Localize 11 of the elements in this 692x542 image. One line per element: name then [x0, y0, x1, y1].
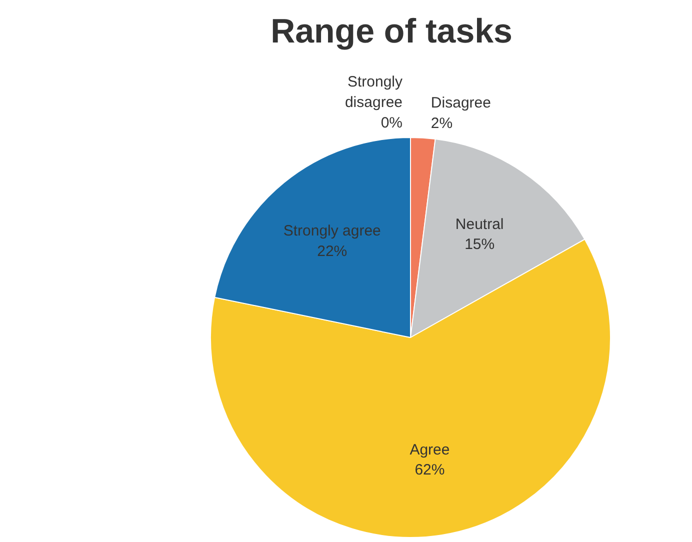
data-label: 2%	[430, 114, 453, 132]
slice-label: Neutral	[455, 216, 504, 233]
data-label: 62%	[414, 462, 445, 479]
slice-label: Disagree	[430, 94, 491, 112]
slice-label: Strongly agree	[283, 222, 381, 240]
data-label: 22%	[317, 243, 348, 260]
data-label: 15%	[464, 236, 495, 254]
category-label: Strongly disagree	[344, 74, 403, 112]
chart-title: Range of tasks	[270, 12, 512, 50]
slice-label: Agree	[410, 441, 450, 458]
text: 0%	[380, 114, 403, 132]
